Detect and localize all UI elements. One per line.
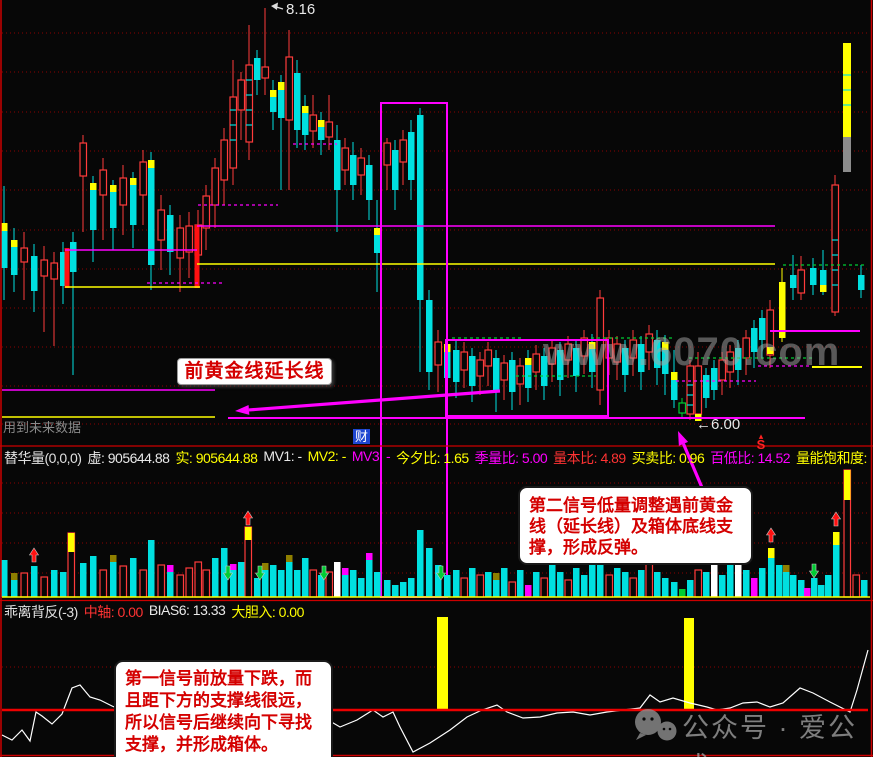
- peak-price-label: 8.16: [286, 1, 316, 18]
- season-ratio: 季量比: 5.00: [474, 450, 548, 466]
- center-axis: 中轴: 0.00: [83, 604, 144, 620]
- indicator-name: 替华量(0,0,0): [4, 450, 82, 466]
- virtual-volume: 虚: 905644.88: [87, 450, 170, 466]
- annotation-line: 第二信号低量调整遇前黄金: [529, 496, 733, 515]
- volume-saturation: 量能饱和度: 100.00: [796, 450, 870, 466]
- bold-entry: 大胆入: 0.00: [231, 604, 304, 620]
- today-ratio: 今夕比: 1.65: [396, 450, 469, 466]
- cai-badge[interactable]: 财: [353, 429, 371, 444]
- sell-marker: ▴ S: [753, 431, 769, 452]
- annotation-line: 支撑，并形成箱体。: [125, 735, 278, 754]
- future-data-note: 用到未来数据: [3, 420, 82, 435]
- sell-arrow-icon: ▴: [758, 431, 764, 441]
- wechat-icon: [635, 709, 677, 741]
- annotation-golden-line: 前黄金线延长线: [177, 358, 332, 385]
- bias-indicator-name: 乖离背反(-3): [4, 604, 78, 620]
- annotation-second-signal: 第二信号低量调整遇前黄金 线（延长线）及箱体底线支 撑，形成反弹。: [518, 486, 753, 565]
- annotation-first-signal: 第一信号前放量下跌，而 且距下方的支撑线很远， 所以信号后继续向下寻找 支撑，并…: [114, 660, 333, 757]
- sell-letter: S: [756, 437, 766, 452]
- mv2: MV2: -: [307, 448, 347, 464]
- site-watermark: www.6070.com: [543, 330, 841, 374]
- wechat-watermark: 公众号 · 爱公式: [682, 713, 857, 757]
- bias-indicator-row: 乖离背反(-3) 中轴: 0.00 BIAS6: 13.33 大胆入: 0.00: [4, 602, 870, 622]
- annotation-line: 且距下方的支撑线很远，: [125, 691, 312, 710]
- bias6-value: BIAS6: 13.33: [148, 602, 226, 618]
- real-volume: 实: 905644.88: [175, 450, 258, 466]
- annotation-line: 所以信号后继续向下寻找: [125, 713, 312, 732]
- buy-sell-ratio: 买卖比: 0.96: [631, 450, 705, 466]
- volume-indicator-row: 替华量(0,0,0) 虚: 905644.88 实: 905644.88 MV1: -…: [4, 448, 870, 468]
- annotation-line: 第一信号前放量下跌，而: [125, 669, 312, 688]
- mv1: MV1: -: [263, 448, 302, 464]
- mv3: MV3: -: [351, 448, 391, 464]
- annotation-line: 线（延长线）及箱体底线支: [529, 517, 733, 536]
- volume-base-ratio: 量本比: 4.89: [553, 450, 626, 466]
- low-price-label: ←6.00: [696, 416, 741, 433]
- low-percent-ratio: 百低比: 14.52: [710, 450, 791, 466]
- candles: [1, 8, 865, 421]
- annotation-line: 撑，形成反弹。: [529, 538, 648, 557]
